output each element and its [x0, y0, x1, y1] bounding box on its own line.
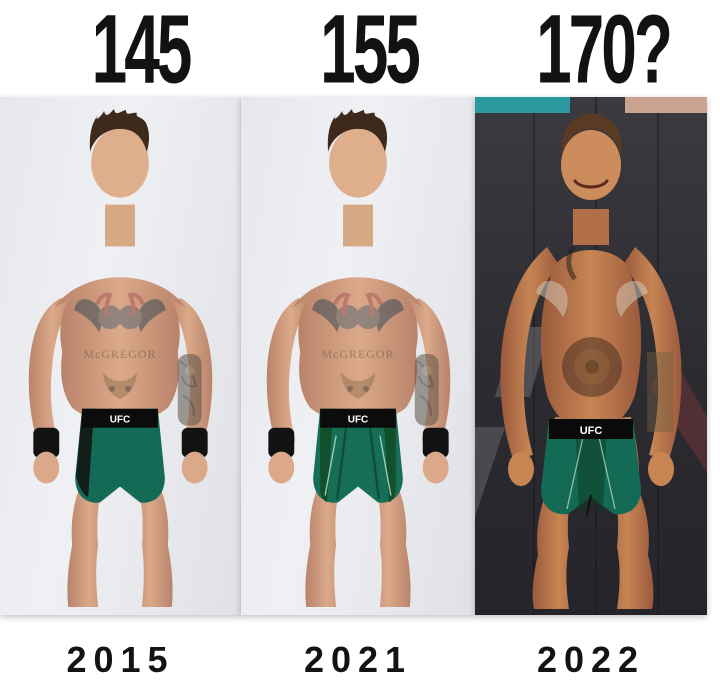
- svg-text:UFC: UFC: [110, 415, 130, 426]
- svg-text:UFC: UFC: [348, 415, 368, 426]
- svg-text:UFC: UFC: [580, 425, 603, 437]
- svg-text:McGREGOR: McGREGOR: [84, 347, 157, 361]
- svg-text:McGREGOR: McGREGOR: [322, 347, 395, 361]
